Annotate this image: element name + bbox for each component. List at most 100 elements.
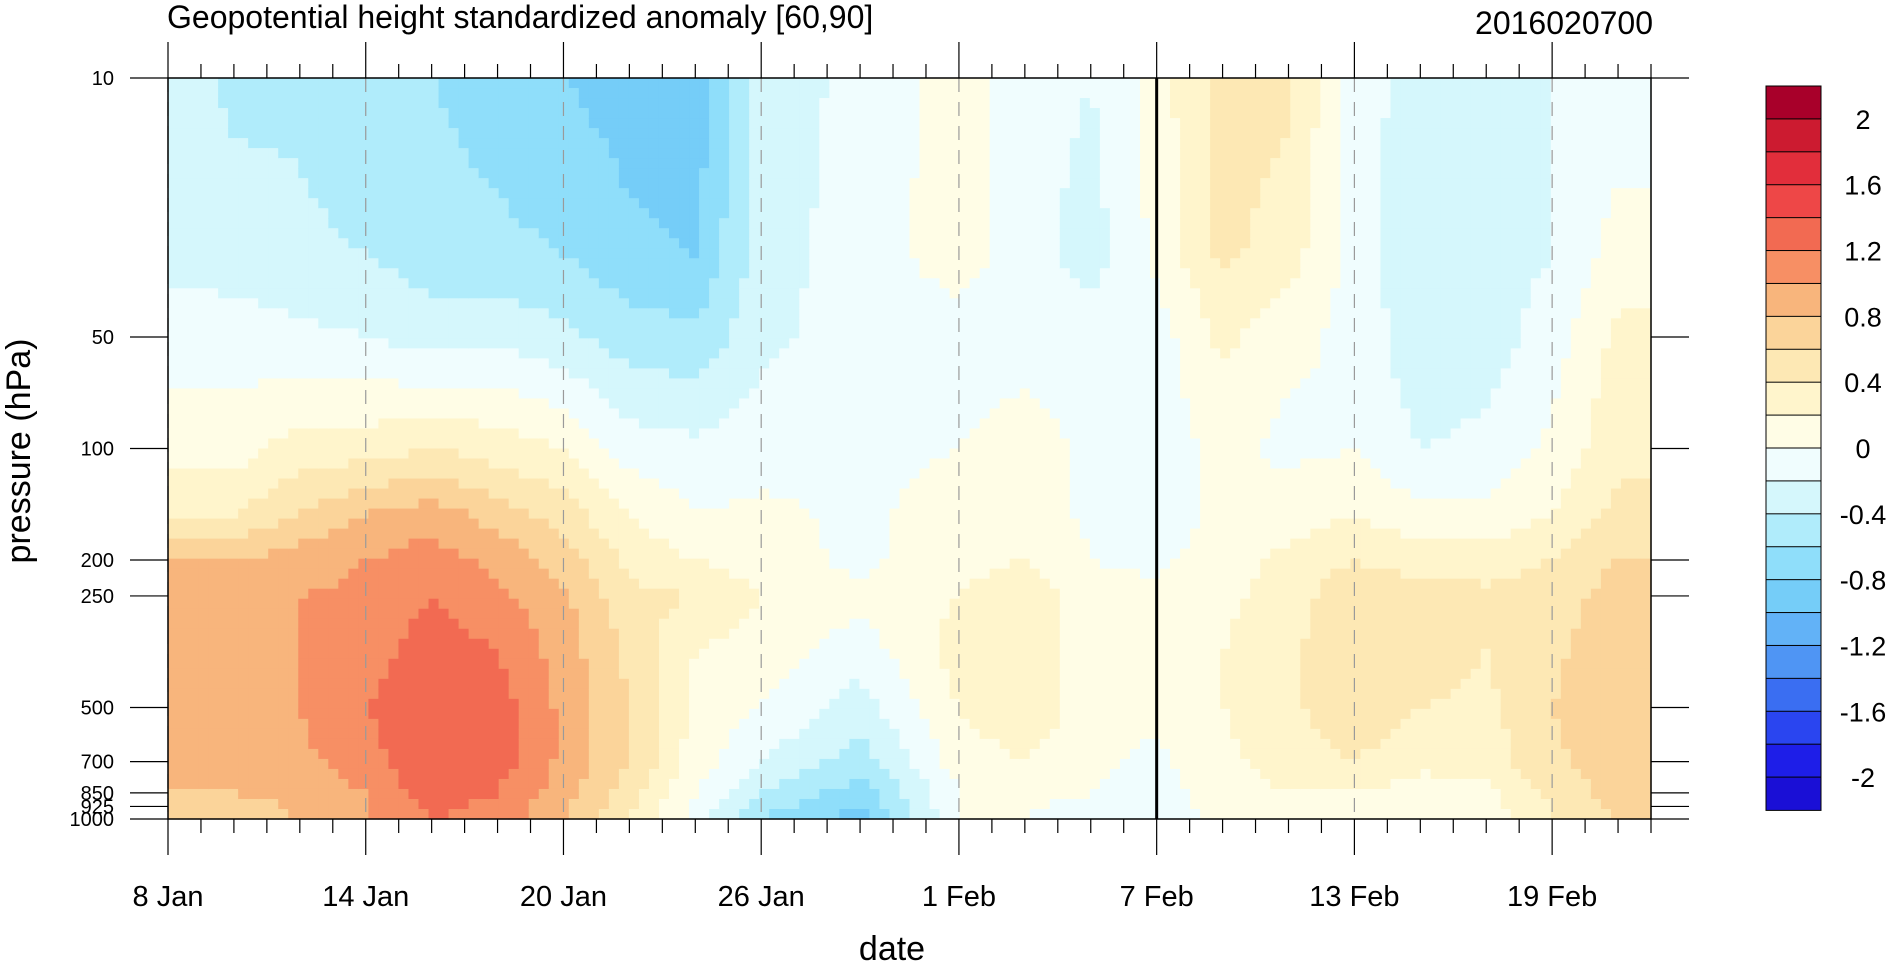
- contour-cell: [538, 538, 550, 550]
- contour-cell: [288, 208, 299, 219]
- contour-cell: [498, 418, 510, 430]
- contour-cell: [198, 428, 209, 440]
- contour-cell: [498, 678, 510, 690]
- contour-cell: [198, 178, 209, 189]
- contour-cell: [658, 148, 670, 159]
- contour-cell: [168, 558, 179, 570]
- contour-cell: [348, 548, 359, 560]
- contour-cell: [779, 108, 790, 119]
- contour-cell: [458, 168, 470, 179]
- contour-cell: [308, 238, 319, 249]
- contour-cell: [829, 298, 840, 309]
- contour-cell: [218, 568, 229, 580]
- contour-cell: [538, 648, 550, 660]
- contour-cell: [448, 378, 460, 390]
- contour-cell: [438, 128, 450, 139]
- contour-cell: [308, 98, 319, 109]
- contour-cell: [458, 688, 470, 700]
- contour-cell: [709, 648, 720, 660]
- contour-cell: [228, 318, 239, 329]
- contour-cell: [558, 578, 570, 590]
- contour-cell: [658, 488, 670, 500]
- contour-cell: [658, 168, 670, 179]
- contour-cell: [779, 268, 790, 279]
- contour-cell: [729, 758, 740, 770]
- contour-cell: [588, 478, 600, 490]
- contour-cell: [358, 218, 370, 229]
- contour-cell: [518, 648, 530, 660]
- contour-cell: [168, 468, 179, 480]
- contour-cell: [508, 678, 520, 690]
- contour-cell: [719, 198, 730, 209]
- contour-cell: [478, 288, 490, 299]
- contour-cell: [628, 568, 640, 580]
- contour-cell: [809, 608, 820, 620]
- contour-cell: [608, 248, 620, 259]
- contour-cell: [188, 298, 199, 309]
- contour-cell: [658, 138, 670, 149]
- contour-cell: [749, 528, 760, 540]
- contour-cell: [318, 638, 329, 650]
- contour-cell: [408, 348, 420, 359]
- contour-cell: [829, 248, 840, 259]
- contour-cell: [398, 458, 410, 470]
- contour-cell: [719, 718, 730, 730]
- contour-cell: [218, 258, 229, 269]
- contour-cell: [498, 528, 510, 540]
- contour-cell: [208, 538, 219, 550]
- contour-cell: [488, 428, 500, 440]
- contour-cell: [568, 588, 580, 600]
- contour-cell: [328, 238, 339, 249]
- contour-cell: [208, 368, 219, 379]
- contour-cell: [388, 328, 400, 339]
- contour-cell: [388, 208, 400, 219]
- contour-cell: [288, 428, 299, 440]
- contour-cell: [729, 398, 740, 410]
- contour-cell: [699, 678, 710, 690]
- contour-cell: [268, 468, 279, 480]
- contour-cell: [719, 478, 730, 490]
- contour-cell: [779, 128, 790, 139]
- contour-cell: [338, 598, 349, 610]
- contour-cell: [558, 478, 570, 490]
- contour-cell: [799, 688, 810, 700]
- contour-cell: [408, 648, 420, 660]
- contour-cell: [709, 738, 720, 750]
- contour-cell: [188, 508, 199, 520]
- contour-cell: [338, 338, 349, 349]
- contour-cell: [789, 548, 800, 560]
- contour-cell: [288, 558, 299, 570]
- contour-cell: [759, 398, 770, 410]
- contour-cell: [809, 148, 820, 159]
- contour-cell: [388, 128, 400, 139]
- contour-cell: [198, 708, 209, 720]
- contour-cell: [739, 438, 750, 450]
- contour-cell: [308, 138, 319, 149]
- contour-cell: [338, 758, 349, 770]
- contour-cell: [378, 228, 390, 239]
- contour-cell: [638, 388, 650, 400]
- contour-cell: [709, 388, 720, 400]
- contour-cell: [769, 618, 780, 630]
- contour-cell: [218, 558, 229, 570]
- contour-cell: [789, 388, 800, 400]
- contour-cell: [278, 648, 289, 660]
- contour-cell: [638, 278, 650, 289]
- contour-cell: [398, 148, 410, 159]
- contour-cell: [338, 328, 349, 339]
- contour-cell: [769, 248, 780, 259]
- contour-cell: [689, 78, 700, 89]
- contour-cell: [628, 408, 640, 420]
- contour-cell: [188, 148, 199, 159]
- contour-cell: [428, 808, 440, 820]
- contour-cell: [178, 578, 189, 590]
- contour-cell: [679, 118, 690, 129]
- contour-cell: [298, 658, 309, 670]
- contour-cell: [418, 808, 430, 820]
- contour-cell: [719, 398, 730, 410]
- contour-cell: [218, 358, 229, 369]
- contour-cell: [348, 698, 359, 710]
- contour-cell: [368, 298, 380, 309]
- contour-cell: [448, 298, 460, 309]
- contour-cell: [628, 358, 640, 369]
